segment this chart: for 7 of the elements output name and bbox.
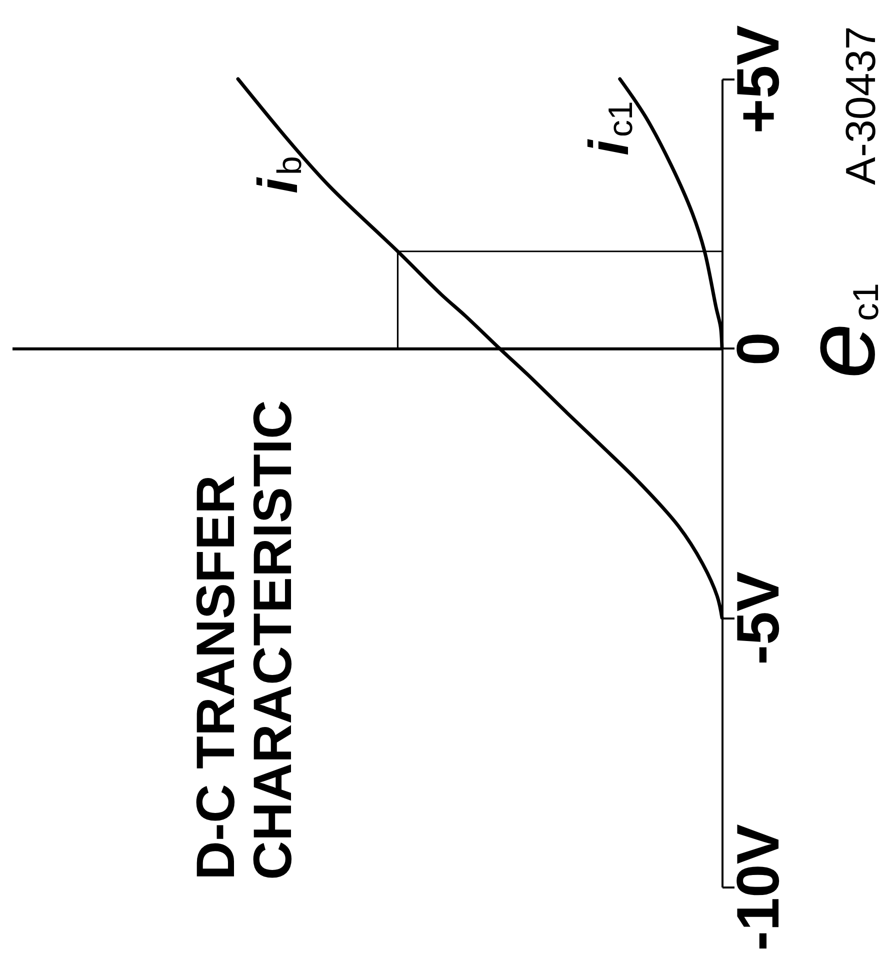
text: ib bbox=[246, 156, 310, 194]
y-tick-label: +5V bbox=[724, 25, 792, 134]
text: D-C TRANSFER CHARACTERISTIC bbox=[186, 400, 303, 880]
y-tick-label: -5V bbox=[724, 571, 792, 665]
text: ic1 bbox=[576, 101, 640, 156]
y-tick-label: -10V bbox=[724, 824, 792, 951]
text: A-30437 bbox=[837, 26, 884, 185]
